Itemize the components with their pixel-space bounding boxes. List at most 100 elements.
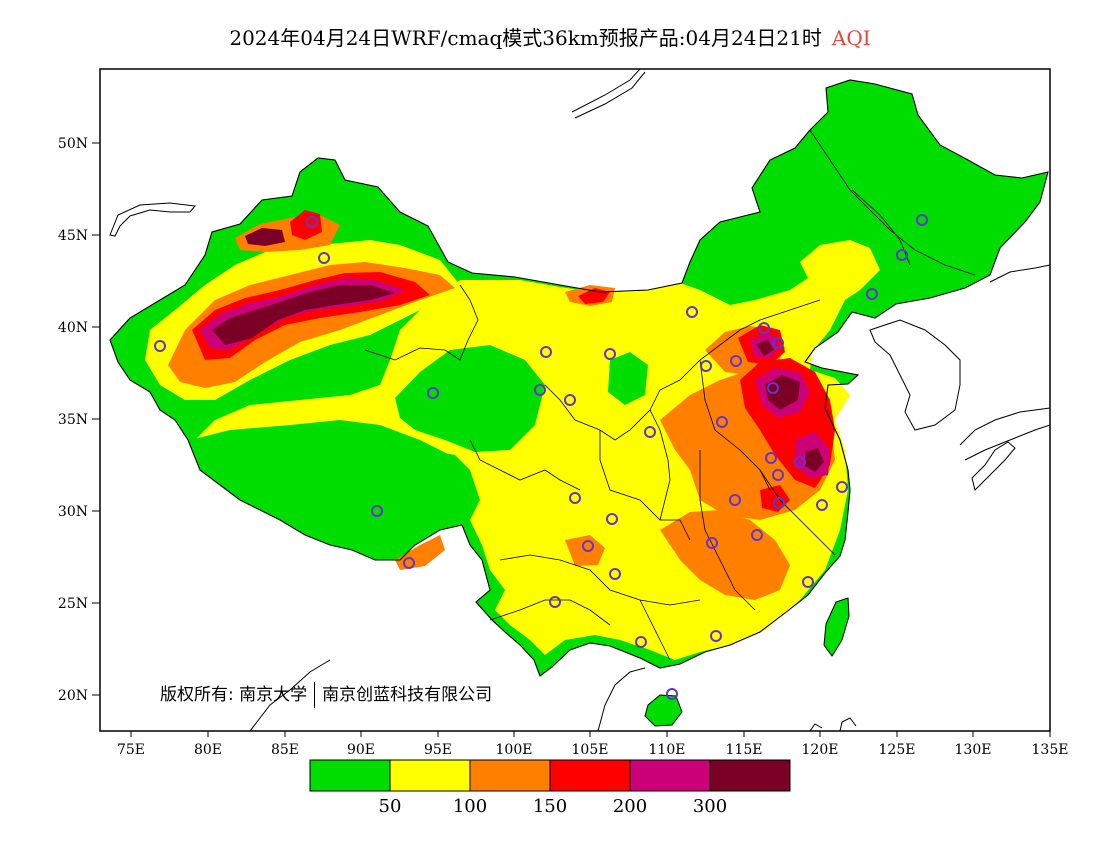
station-marker (866, 288, 878, 300)
station-marker (730, 355, 742, 367)
station-marker (802, 576, 814, 588)
lon-axis (130, 731, 1051, 737)
lat-tick-label: 20N (58, 688, 88, 704)
lon-tick-label: 120E (802, 742, 839, 758)
station-marker (758, 322, 770, 334)
colorbar-swatch (710, 760, 790, 791)
taiwan-outline (823, 597, 850, 657)
station-marker (564, 394, 576, 406)
clean-zone-qinghai (395, 345, 545, 452)
lon-tick-label: 75E (117, 742, 145, 758)
colorbar: 50 100 150 200 300 (309, 759, 791, 817)
station-marker (729, 494, 741, 506)
colorbar-label: 50 (379, 796, 402, 817)
colorbar-label: 300 (693, 796, 727, 817)
lat-axis (92, 142, 100, 696)
lon-tick-label: 130E (955, 742, 992, 758)
copyright-owner-2: 南京创蓝科技有限公司 (322, 685, 493, 705)
station-marker (772, 337, 784, 349)
station-marker (772, 469, 784, 481)
lon-tick-labels: 75E 80E 85E 90E 95E 100E 105E 110E 115E … (117, 742, 1069, 758)
colorbar-swatch (390, 760, 470, 791)
station-marker (686, 306, 698, 318)
station-marker (710, 630, 722, 642)
station-marker (635, 636, 647, 648)
station-marker (751, 529, 763, 541)
aqi-zone-hazardous-jiangsu (805, 448, 824, 472)
aqi-zone-moderate-east-north (800, 240, 880, 300)
province-borders (364, 129, 976, 661)
colorbar-swatch (310, 760, 390, 791)
station-marker (604, 348, 616, 360)
lon-tick-label: 115E (726, 742, 763, 758)
station-marker (836, 481, 848, 493)
aqi-zone-hazardous-beijing (756, 340, 774, 356)
lon-tick-label: 105E (572, 742, 609, 758)
colorbar-label: 150 (533, 796, 567, 817)
lon-tick-label: 110E (649, 742, 686, 758)
lat-tick-label: 30N (58, 504, 88, 520)
station-marker (765, 452, 777, 464)
taiwan-island (824, 598, 849, 656)
china-border (109, 79, 1049, 677)
aqi-zone-hazardous-xinjiang (212, 285, 395, 345)
colorbar-label: 200 (613, 796, 647, 817)
station-marker (716, 416, 728, 428)
hainan-outline (644, 694, 683, 727)
station-marker (371, 505, 383, 517)
lon-tick-label: 85E (271, 742, 299, 758)
lon-tick-label: 95E (424, 742, 452, 758)
station-marker (666, 688, 678, 700)
map-frame (99, 68, 1051, 732)
station-marker (403, 557, 415, 569)
station-marker (154, 340, 166, 352)
lon-tick-label: 125E (879, 742, 916, 758)
clean-zone-tibet (190, 420, 465, 548)
aqi-zone-hazardous-jungar (245, 228, 285, 246)
station-marker (644, 426, 656, 438)
copyright-notice: 版权所有: 南京大学 南京创蓝科技有限公司 (160, 680, 492, 708)
station-marker (609, 568, 621, 580)
station-marker (700, 360, 712, 372)
station-marker (767, 382, 779, 394)
colorbar-swatch (470, 760, 550, 791)
title-variable: AQI (831, 26, 871, 50)
lat-tick-label: 40N (58, 320, 88, 336)
aqi-zone-sensitive-tibet-south (395, 535, 445, 570)
lon-tick-label: 135E (1032, 742, 1069, 758)
colorbar-swatch (630, 760, 710, 791)
lat-tick-label: 25N (58, 596, 88, 612)
station-marker (816, 499, 828, 511)
station-marker (706, 537, 718, 549)
station-marker (773, 497, 785, 509)
aqi-zone-sensitive-south (660, 510, 790, 600)
colorbar-swatch (550, 760, 630, 791)
station-marker (582, 540, 594, 552)
copyright-owner-1: 版权所有: 南京大学 (160, 685, 308, 705)
station-marker (794, 456, 806, 468)
lat-tick-label: 50N (58, 136, 88, 152)
map-area (109, 69, 1050, 731)
station-marker (896, 249, 908, 261)
copyright-separator (314, 682, 316, 708)
station-marker (606, 513, 618, 525)
neighbor-coastlines (109, 69, 1050, 731)
station-marker (549, 596, 561, 608)
station-marker (318, 252, 330, 264)
lat-tick-labels: 50N 45N 40N 35N 30N 25N 20N (58, 136, 88, 704)
station-marker (427, 387, 439, 399)
station-markers (154, 214, 928, 700)
map-title: 2024年04月24日WRF/cmaq模式36km预报产品:04月24日21时 A… (0, 22, 1100, 51)
station-marker (306, 216, 318, 228)
station-marker (569, 492, 581, 504)
station-marker (916, 214, 928, 226)
lon-tick-label: 90E (347, 742, 375, 758)
aqi-zone-unhealthy-hubei (760, 485, 790, 512)
clean-zone-inner-mongolia (608, 352, 648, 405)
station-marker (540, 346, 552, 358)
lat-tick-label: 45N (58, 228, 88, 244)
station-marker (534, 384, 546, 396)
lon-tick-label: 100E (496, 742, 533, 758)
lat-tick-label: 35N (58, 412, 88, 428)
